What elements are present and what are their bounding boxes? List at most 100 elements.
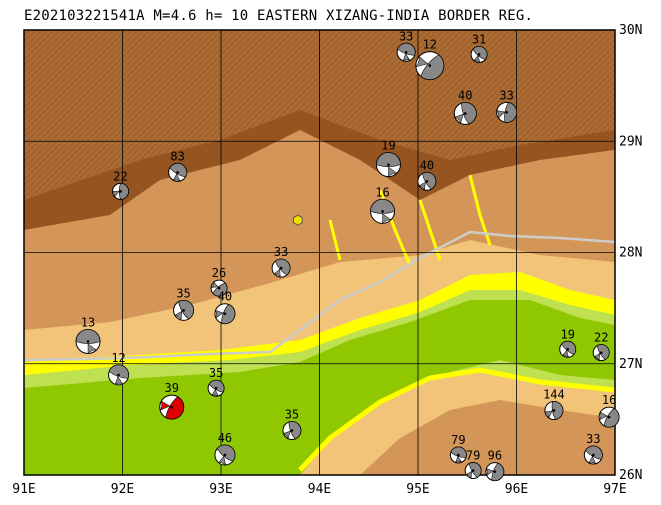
earthquake-event-marker xyxy=(293,214,303,226)
longitude-label: 94E xyxy=(308,482,331,497)
river-yellow xyxy=(328,174,492,266)
depth-label: 79 xyxy=(451,433,465,447)
longitude-label: 95E xyxy=(406,482,429,497)
depth-label: 35 xyxy=(209,366,223,380)
beachball-quadrants xyxy=(418,172,437,191)
depth-label: 31 xyxy=(472,32,486,46)
beachball: 16 xyxy=(370,185,396,224)
beachball-quadrants xyxy=(215,303,236,324)
beachball: 12 xyxy=(415,38,445,81)
beachball: 96 xyxy=(485,449,505,482)
depth-label: 13 xyxy=(81,316,95,330)
beachball: 35 xyxy=(207,366,225,397)
depth-label: 33 xyxy=(274,245,288,259)
beachball: 46 xyxy=(214,431,236,466)
beachball-quadrants xyxy=(485,462,505,481)
beachball-quadrants xyxy=(159,396,185,420)
beachball-quadrants xyxy=(561,340,576,358)
beachball-quadrants xyxy=(496,102,517,123)
map-title: E202103221541A M=4.6 h= 10 EASTERN XIZAN… xyxy=(24,8,533,24)
depth-label: 40 xyxy=(218,290,232,304)
depth-label: 19 xyxy=(381,139,395,153)
beachball: 31 xyxy=(470,32,488,64)
beachball-quadrants xyxy=(598,408,620,428)
beachball: 33 xyxy=(271,245,291,278)
beachball-quadrants xyxy=(111,183,129,200)
beachball-quadrants xyxy=(282,421,302,440)
beachball-quadrants xyxy=(169,163,187,182)
depth-label: 46 xyxy=(218,431,232,445)
beachball: 40 xyxy=(453,88,477,125)
beachball-quadrants xyxy=(75,329,101,355)
beachball: 33 xyxy=(583,432,603,465)
beachball-quadrants xyxy=(216,444,236,466)
terrain-south-lowland-strip xyxy=(298,367,615,472)
beachball: 13 xyxy=(75,316,101,355)
depth-label: 39 xyxy=(165,381,179,395)
beachball: 40 xyxy=(214,290,236,325)
china-india-border xyxy=(24,230,615,362)
beachball: 35 xyxy=(282,408,302,440)
beachball-quadrants xyxy=(454,102,477,125)
latitude-label: 27N xyxy=(619,357,642,372)
beachball-quadrants xyxy=(273,258,291,278)
beachball-quadrants xyxy=(472,46,488,64)
beachball: 35 xyxy=(173,286,195,321)
beachball-quadrants xyxy=(397,42,416,62)
depth-label: 12 xyxy=(423,38,437,52)
beachball: 22 xyxy=(592,331,610,362)
depth-label: 79 xyxy=(466,449,480,463)
depth-label: 40 xyxy=(420,158,434,172)
longitude-label: 91E xyxy=(12,482,35,497)
beachball-quadrants xyxy=(208,379,225,397)
beachball: 83 xyxy=(168,149,188,182)
latitude-label: 30N xyxy=(619,23,642,38)
beachball: 22 xyxy=(111,169,130,200)
beachball: 19 xyxy=(375,139,401,178)
depth-label: 83 xyxy=(170,149,184,163)
longitude-label: 96E xyxy=(505,482,528,497)
latitude-label: 28N xyxy=(619,246,642,261)
focal-mechanisms: 33 12 31 40 33 19 40 16 22 83 33 26 35 40 13 12 39 35 35 46… xyxy=(75,29,620,482)
beachball-quadrants xyxy=(376,152,401,178)
beachball-quadrants xyxy=(210,281,228,297)
depth-label: 144 xyxy=(543,387,565,401)
beachball-quadrants xyxy=(465,462,482,479)
beachball-quadrants xyxy=(544,401,564,420)
beachball-quadrants xyxy=(593,344,610,362)
beachball: 33 xyxy=(396,29,416,62)
depth-label: 16 xyxy=(375,185,389,199)
beachball: 144 xyxy=(543,387,565,420)
depth-label: 22 xyxy=(594,331,608,345)
latitude-label: 26N xyxy=(619,468,642,483)
longitude-label: 93E xyxy=(209,482,232,497)
beachball: 39 xyxy=(159,381,185,420)
depth-label: 33 xyxy=(399,29,413,43)
longitude-label: 92E xyxy=(111,482,134,497)
beachball: 79 xyxy=(449,433,467,464)
depth-label: 26 xyxy=(212,266,226,280)
depth-label: 16 xyxy=(602,393,616,407)
depth-label: 35 xyxy=(285,408,299,422)
beachball: 16 xyxy=(598,393,620,428)
depth-label: 35 xyxy=(176,286,190,300)
depth-label: 22 xyxy=(113,169,127,183)
depth-label: 12 xyxy=(111,351,125,365)
depth-label: 96 xyxy=(488,449,502,463)
depth-label: 33 xyxy=(499,88,513,102)
beachball: 33 xyxy=(496,88,518,123)
beachball-quadrants xyxy=(370,199,395,224)
beachball-quadrants xyxy=(415,54,445,80)
beachball-quadrants xyxy=(450,446,467,463)
depth-label: 40 xyxy=(458,88,472,102)
beachball: 26 xyxy=(210,266,228,297)
longitude-labels: 91E 92E 93E 94E 95E 96E 97E xyxy=(12,482,626,497)
latitude-labels: 26N 27N 28N 29N 30N xyxy=(619,23,642,483)
beachball: 19 xyxy=(559,327,577,358)
beachball-quadrants xyxy=(108,364,129,385)
depth-label: 19 xyxy=(560,327,574,341)
beachball: 12 xyxy=(108,351,130,386)
beachball: 79 xyxy=(464,449,482,480)
beachball-quadrants xyxy=(585,445,603,465)
